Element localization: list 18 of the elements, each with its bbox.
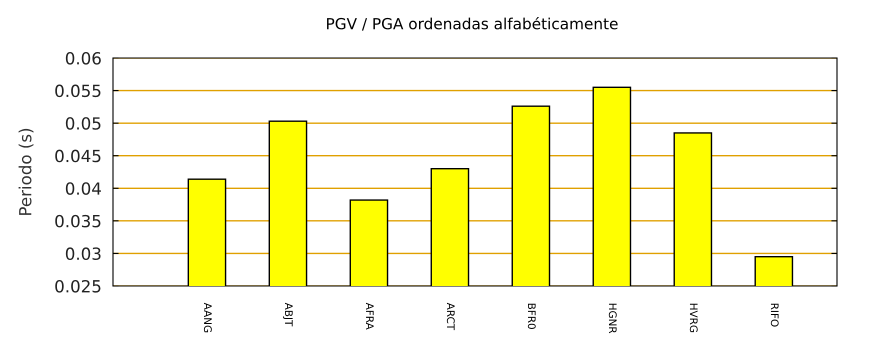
y-tick-label: 0.03: [66, 247, 101, 260]
x-tick-label: HVRG: [690, 304, 698, 332]
y-tick-label: 0.025: [55, 280, 100, 293]
y-tick-label: 0.05: [66, 117, 100, 130]
x-tick-label: AFRA: [366, 302, 374, 330]
y-tick-label: 0.04: [66, 182, 101, 195]
x-tick-label: ARCT: [446, 302, 455, 330]
y-tick-label: 0.055: [55, 84, 100, 98]
x-tick-label: ABJT: [282, 302, 293, 326]
y-tick-label: 0.06: [66, 52, 101, 65]
x-tick-label: AANG: [204, 302, 212, 332]
x-tick-label: RIFO: [770, 304, 779, 327]
y-axis-title: Periodo (s): [18, 128, 34, 215]
x-tick-label: BFR0: [528, 304, 536, 329]
chart-title: PGV / PGA ordenadas alfabéticamente: [327, 16, 618, 31]
y-tick-label: 0.035: [55, 214, 100, 228]
y-tick-label: 0.045: [55, 150, 100, 162]
x-tick-label: HGNR: [608, 304, 617, 334]
